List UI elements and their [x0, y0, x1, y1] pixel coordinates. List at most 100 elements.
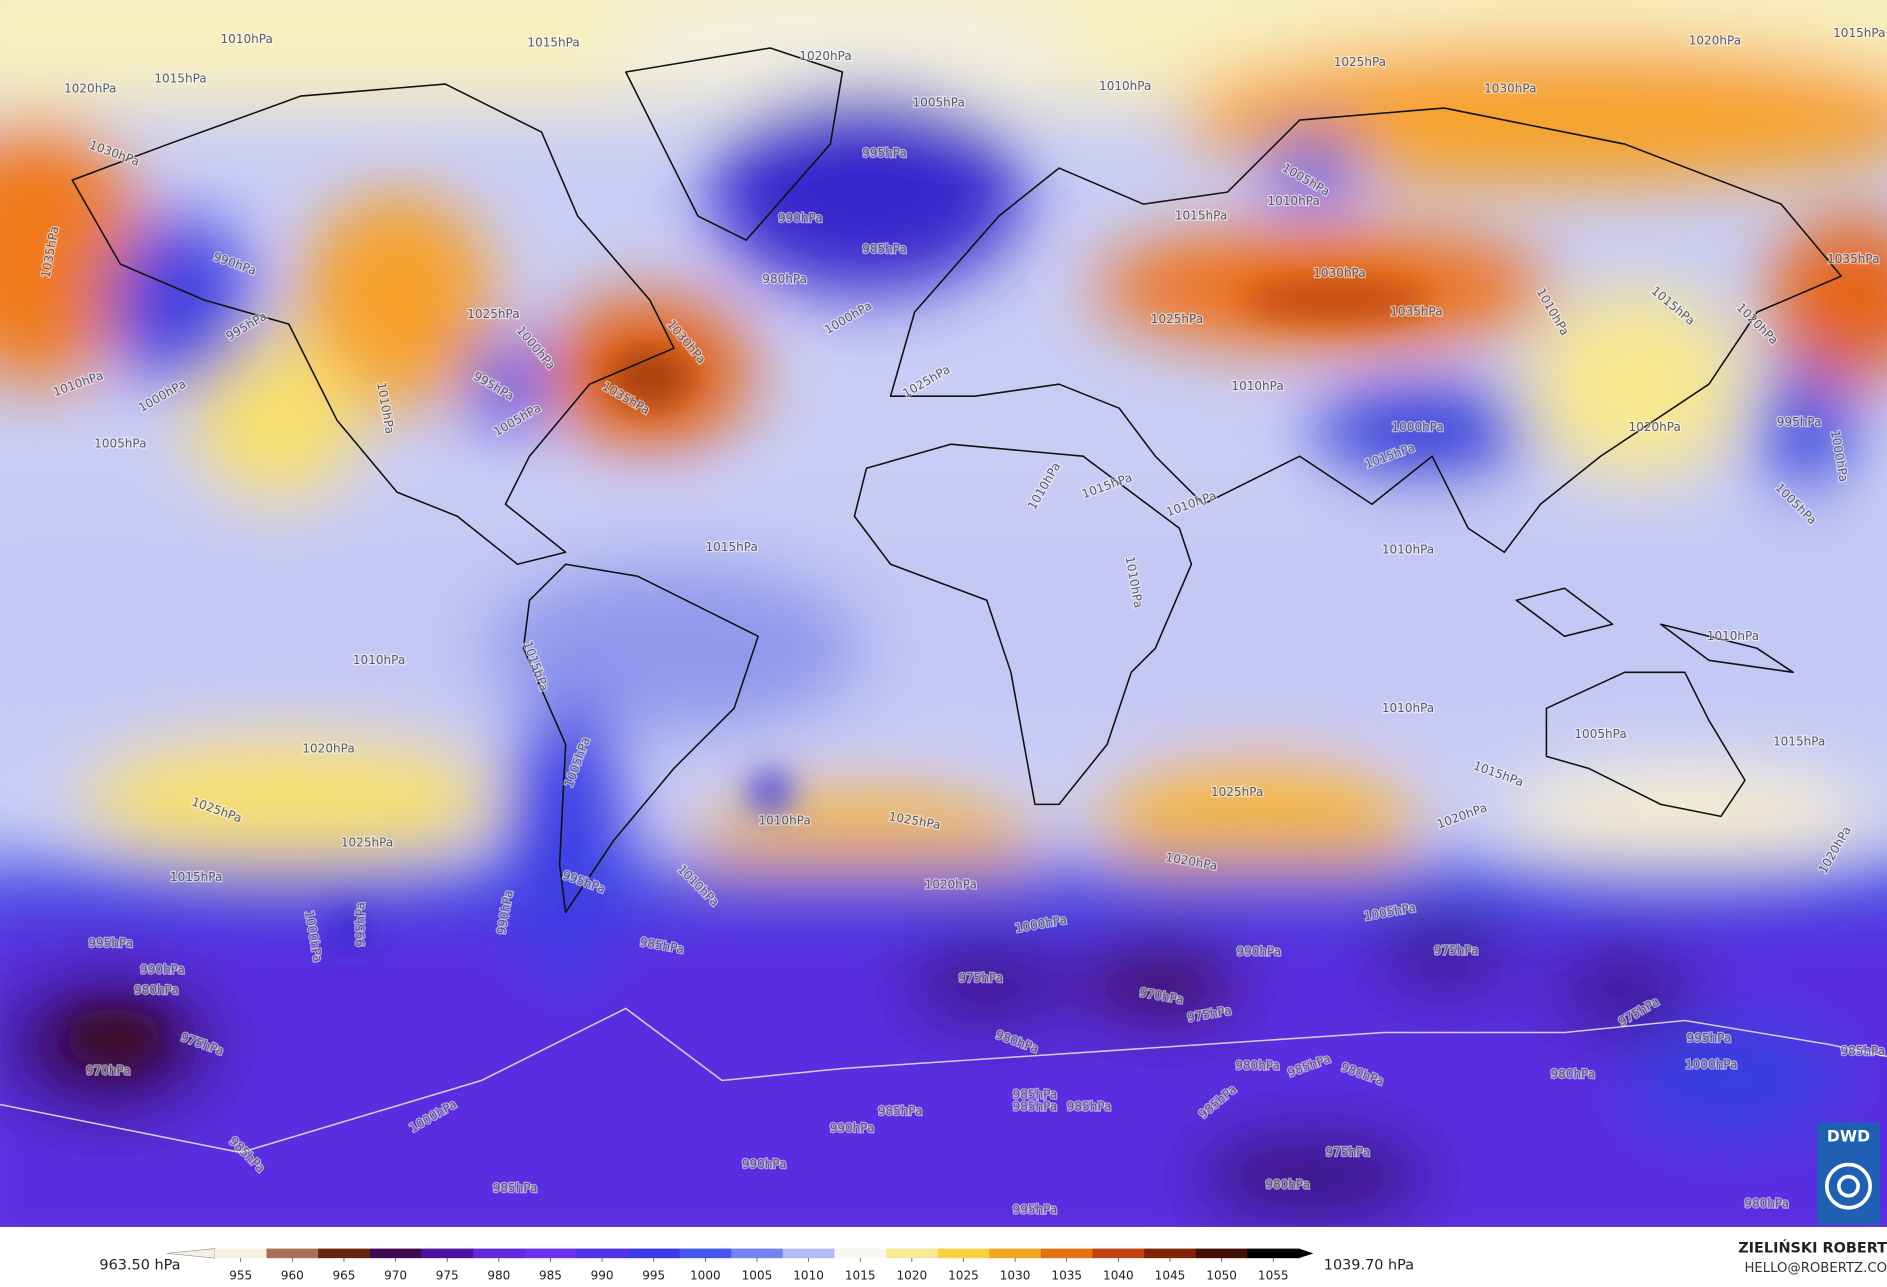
- contour-label: 1025hPa: [1211, 785, 1263, 799]
- colorbar-segment: [1247, 1248, 1300, 1259]
- contour-label: 995hPa: [1013, 1203, 1058, 1217]
- colorbar-tick-label: 985: [539, 1269, 562, 1283]
- contour-label: 1010hPa: [1382, 542, 1434, 556]
- contour-label: 1035hPa: [1390, 305, 1442, 319]
- contour-label: 1020hPa: [302, 742, 354, 756]
- colorbar-segment: [834, 1248, 887, 1259]
- contour-label: 975hPa: [1434, 943, 1479, 957]
- logo-swirl: [1825, 1162, 1872, 1210]
- contour-label: 995hPa: [1777, 415, 1822, 429]
- contour-label: 1025hPa: [1151, 312, 1203, 326]
- contour-label: 990hPa: [778, 211, 823, 225]
- contour-label: 990hPa: [140, 963, 185, 977]
- contour-label: 1035hPa: [1827, 252, 1879, 266]
- colorbar-tick-label: 1005: [742, 1269, 773, 1283]
- contour-label: 1010hPa: [1268, 194, 1320, 208]
- colorbar-segment: [1195, 1248, 1249, 1259]
- colorbar-segment: [266, 1248, 319, 1259]
- contour-label: 980hPa: [134, 983, 179, 997]
- contour-label: 975hPa: [1326, 1145, 1371, 1159]
- contour-label: 990hPa: [1236, 945, 1281, 959]
- colorbar-segment: [937, 1248, 990, 1259]
- colorbar-tick-label: 970: [384, 1269, 407, 1283]
- contour-label: 1015hPa: [1175, 209, 1227, 223]
- colorbar-segment: [782, 1248, 836, 1259]
- contour-label: 1030hPa: [1484, 81, 1536, 95]
- contour-label: 985hPa: [1013, 1099, 1058, 1113]
- contour-label: 1010hPa: [1231, 379, 1283, 393]
- colorbar-tick-label: 990: [591, 1269, 614, 1283]
- contour-label: 1015hPa: [1833, 26, 1885, 40]
- colorbar-tick-label: 1015: [845, 1269, 876, 1283]
- contour-label: 985hPa: [1841, 1044, 1886, 1058]
- contour-label: 980hPa: [1551, 1067, 1596, 1081]
- logo-swirl: [1837, 1174, 1860, 1198]
- credit-email: HELLO@ROBERTZ.CO: [1744, 1261, 1887, 1276]
- contour-label: 1010hPa: [758, 814, 810, 828]
- colorbar-tick-label: 1035: [1051, 1269, 1082, 1283]
- coastlines: [0, 47, 1887, 1154]
- contour-label: 985hPa: [493, 1181, 538, 1195]
- colorbar-tick-label: 1045: [1155, 1269, 1186, 1283]
- contour-label: 995hPa: [88, 936, 133, 950]
- colorbar-min: 963.50 hPa: [99, 1257, 180, 1273]
- colorbar-segment: [473, 1248, 526, 1259]
- colorbar-segment: [214, 1248, 268, 1259]
- credit-name: ZIELIŃSKI ROBERT: [1738, 1239, 1887, 1257]
- colorbar-segment: [886, 1248, 939, 1259]
- colorbar: 955 960 965 970 975 980 985 990 995 1000 1005 1010 1…: [166, 1248, 1314, 1283]
- contour-label: 1010hPa: [1707, 629, 1759, 643]
- contour-label: 1010hPa: [1382, 701, 1434, 715]
- contour-label: 980hPa: [1235, 1059, 1280, 1073]
- colorbar-tick-label: 1025: [948, 1269, 979, 1283]
- colorbar-tick-label: 1055: [1258, 1269, 1289, 1283]
- contour-label: 1000hPa: [1685, 1057, 1737, 1071]
- logo: DWD: [1817, 1122, 1880, 1225]
- colorbar-tick-label: 1020: [897, 1269, 928, 1283]
- logo-text: DWD: [1827, 1127, 1870, 1145]
- colorbar-segment: [524, 1248, 577, 1259]
- contour-label: 1020hPa: [64, 81, 116, 95]
- contour-label: 985hPa: [862, 242, 907, 256]
- contour-label: 1020hPa: [799, 49, 851, 63]
- colorbar-tick-label: 1000: [690, 1269, 721, 1283]
- colorbar-arrow: [1299, 1248, 1314, 1259]
- colorbar-tick-label: 1050: [1206, 1269, 1237, 1283]
- contour-label: 1015hPa: [154, 72, 206, 86]
- contour-label: 1025hPa: [1334, 55, 1386, 69]
- contour-label: 980hPa: [1744, 1197, 1789, 1211]
- colorbar-segment: [1144, 1248, 1197, 1259]
- colorbar-tick-label: 980: [487, 1269, 510, 1283]
- contour-label: 980hPa: [762, 272, 807, 286]
- contour-label: 985hPa: [1013, 1087, 1058, 1101]
- contour-label: 1015hPa: [706, 540, 758, 554]
- colorbar-tick-label: 995: [642, 1269, 665, 1283]
- colorbar-tick-label: 955: [229, 1269, 252, 1283]
- contour-label: 1020hPa: [925, 877, 977, 891]
- colorbar-segment: [627, 1248, 681, 1259]
- contour-label: 1015hPa: [1773, 734, 1825, 748]
- contour-label: 1015hPa: [170, 870, 222, 884]
- colorbar-segment: [369, 1248, 422, 1259]
- contour-label: 1020hPa: [1689, 33, 1741, 47]
- contour-label: 1020hPa: [1629, 420, 1681, 434]
- contour-label: 995hPa: [1687, 1031, 1732, 1045]
- colorbar-segment: [731, 1248, 784, 1259]
- contour-label: 975hPa: [958, 971, 1003, 985]
- contour-label: 970hPa: [86, 1063, 131, 1077]
- colorbar-tick-label: 965: [332, 1269, 355, 1283]
- contour-label: 980hPa: [1265, 1177, 1310, 1191]
- colorbar-segment: [421, 1248, 474, 1259]
- contour-label: 1030hPa: [1313, 266, 1365, 280]
- contour-label: 985hPa: [878, 1104, 923, 1118]
- colorbar-segment: [1092, 1248, 1145, 1259]
- colorbar-max: 1039.70 hPa: [1324, 1257, 1414, 1273]
- colorbar-tick-label: 975: [436, 1269, 459, 1283]
- colorbar-tick-label: 960: [281, 1269, 304, 1283]
- colorbar-tick-label: 1040: [1103, 1269, 1134, 1283]
- colorbar-tick-label: 1030: [1000, 1269, 1031, 1283]
- contour-label: 1005hPa: [913, 96, 965, 110]
